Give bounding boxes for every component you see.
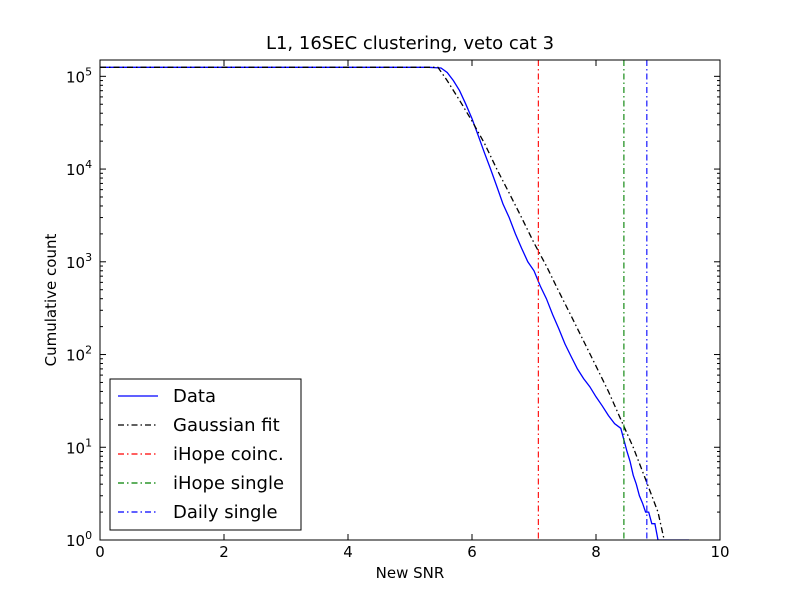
x-tick-label: 8 (591, 543, 601, 561)
x-tick-label: 10 (710, 543, 729, 561)
x-tick-label: 4 (343, 543, 353, 561)
legend-label: Data (173, 386, 216, 407)
legend-label: iHope coinc. (173, 444, 284, 465)
x-axis-label: New SNR (376, 564, 445, 582)
legend-label: Daily single (173, 502, 278, 523)
legend-label: Gaussian fit (173, 415, 280, 436)
x-tick-label: 6 (467, 543, 477, 561)
y-axis-label: Cumulative count (42, 234, 60, 367)
plot-frame (99, 59, 721, 541)
y-tick-label: 103 (66, 251, 92, 272)
plot-area (100, 60, 689, 540)
y-tick-label: 104 (66, 158, 92, 179)
y-axis: 100 101 102 103 104 105 (66, 65, 720, 550)
y-tick-label: 102 (66, 344, 92, 365)
legend: Data Gaussian fit iHope coinc. iHope single… (109, 378, 302, 531)
y-tick-label: 105 (66, 65, 92, 86)
y-tick-label: 101 (66, 436, 92, 457)
x-axis: 0 2 4 6 8 10 (95, 60, 730, 561)
y-tick-label: 100 (66, 529, 92, 550)
chart-title: L1, 16SEC clustering, veto cat 3 (266, 33, 554, 54)
x-tick-label: 2 (219, 543, 229, 561)
x-tick-label: 0 (95, 543, 105, 561)
legend-label: iHope single (173, 473, 284, 494)
